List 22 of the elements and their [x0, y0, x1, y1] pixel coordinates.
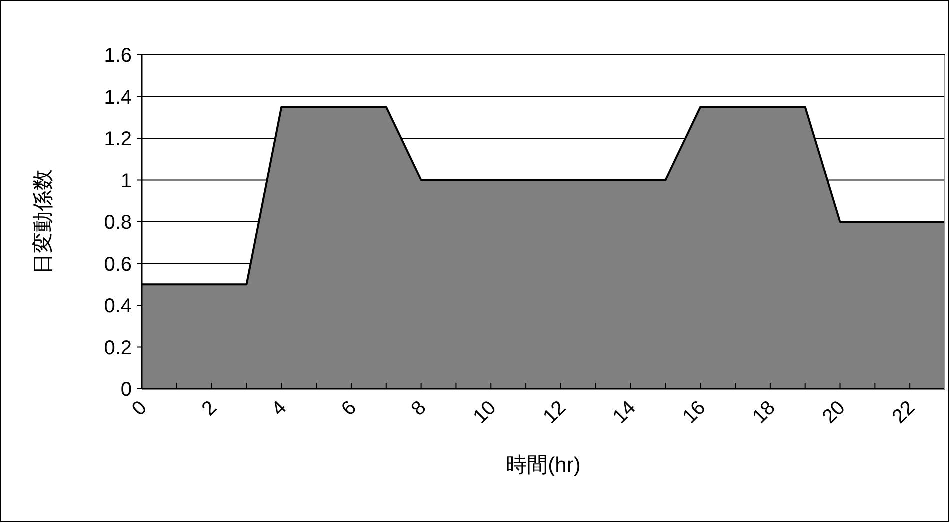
y-tick-label: 0.8	[104, 212, 132, 234]
x-tick-label: 8	[407, 396, 431, 420]
x-tick-label: 4	[268, 396, 292, 420]
x-axis-title: 時間(hr)	[506, 454, 581, 477]
y-tick-label: 0.2	[104, 337, 132, 360]
x-tick-label: 18	[748, 396, 780, 428]
y-tick-label: 0	[120, 379, 132, 401]
y-tick-label: 0.6	[104, 254, 132, 276]
x-tick-label: 22	[888, 396, 920, 428]
y-axis-title: 日変動係数	[32, 170, 55, 274]
y-tick-label: 1.6	[104, 45, 132, 67]
x-tick-label: 10	[469, 396, 501, 428]
x-tick-label: 6	[338, 396, 362, 420]
y-tick-label: 0.4	[104, 296, 132, 318]
y-tick-label: 1.2	[104, 128, 132, 150]
x-tick-label: 16	[678, 396, 710, 428]
x-tick-label: 14	[609, 396, 640, 428]
x-tick-label: 20	[818, 396, 850, 428]
x-tick-label: 12	[539, 396, 570, 428]
x-tick-label: 2	[198, 396, 222, 420]
y-tick-label: 1.4	[104, 86, 132, 109]
y-tick-label: 1	[120, 170, 132, 192]
